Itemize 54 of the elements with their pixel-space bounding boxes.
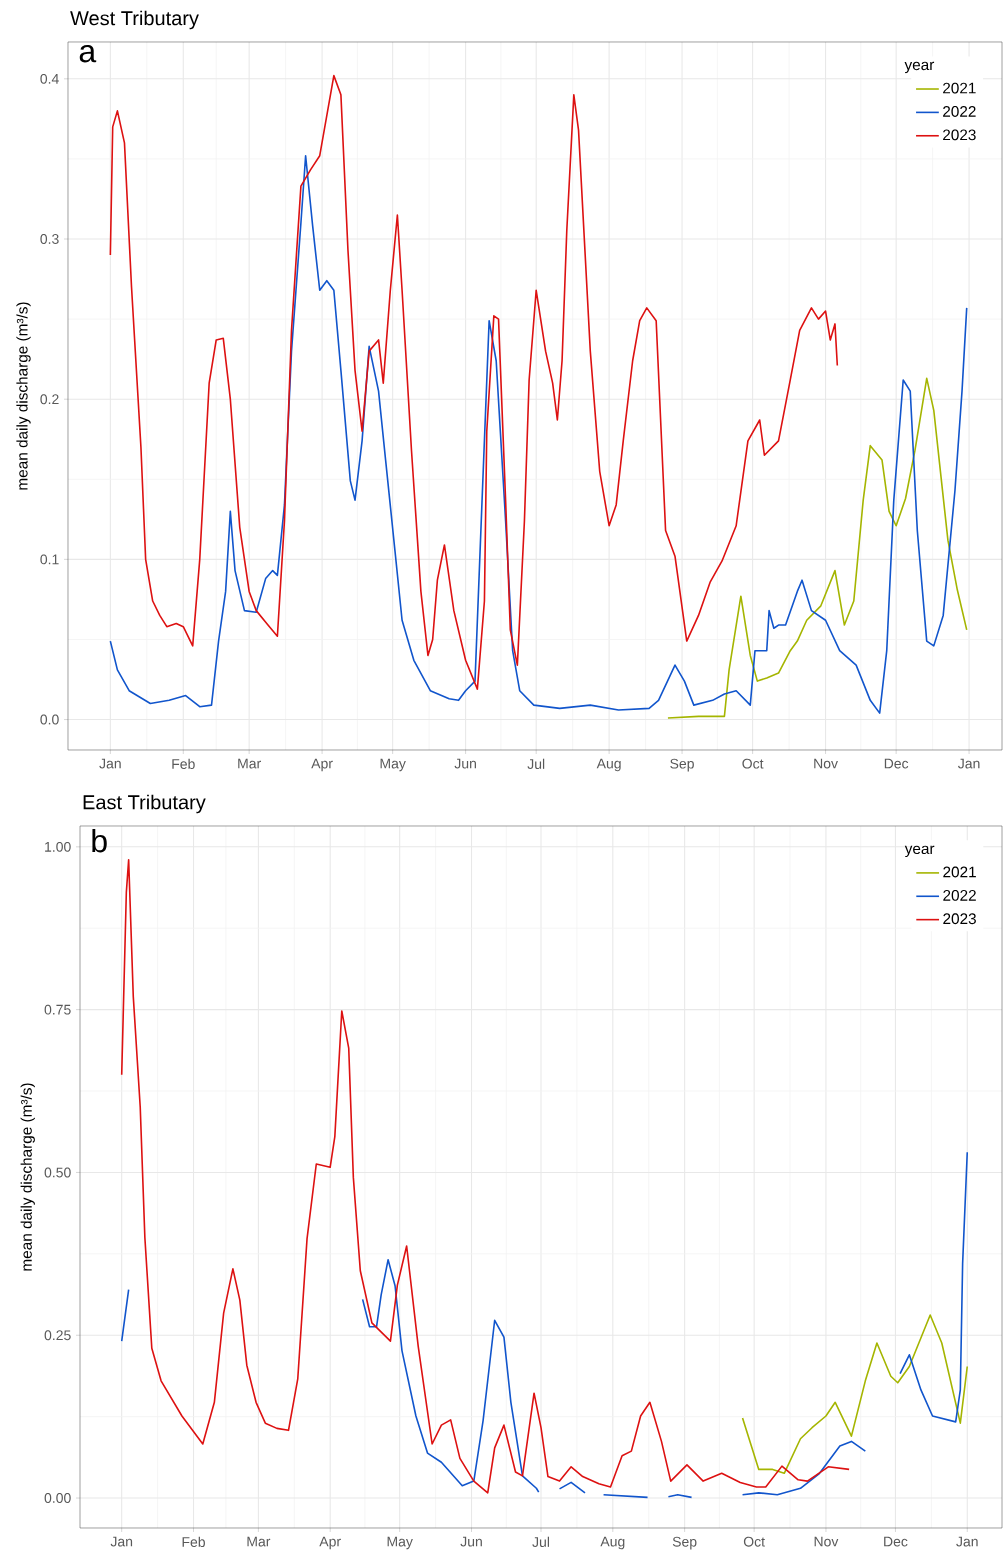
line-series: [741, 1314, 969, 1475]
annotation: a: [79, 44, 97, 63]
x-tick-label: May: [387, 1536, 413, 1550]
x-tick-label: Jul: [532, 1536, 550, 1547]
x-tick-label: Apr: [311, 758, 333, 772]
x-tick-label: Nov: [814, 758, 838, 769]
legend-title: year: [904, 61, 935, 74]
x-tick-label: Oct: [743, 1536, 765, 1547]
x-tick-label: Feb: [172, 758, 195, 769]
line-series: [120, 859, 850, 1494]
line-series: [109, 154, 968, 714]
legend-label: 2023: [943, 129, 976, 141]
x-tick-label: Jan: [99, 758, 121, 769]
y-tick-label: 0.1: [40, 554, 59, 565]
x-tick-label: Aug: [600, 1536, 625, 1550]
x-tick-label: Mar: [247, 1536, 271, 1547]
y-tick-label: 0.3: [40, 234, 59, 244]
legend-label: 2021: [943, 82, 976, 94]
x-tick-label: Apr: [319, 1536, 341, 1550]
x-tick-label: Jan: [110, 1536, 133, 1547]
y-tick-label: 0.2: [40, 394, 59, 405]
x-tick-label: Jul: [527, 758, 545, 769]
y-tick-label: 0.0: [40, 714, 59, 725]
legend-label: 2022: [943, 889, 976, 901]
x-tick-label: Sep: [670, 758, 694, 772]
legend-label: 2021: [943, 866, 976, 878]
legend-label: 2023: [943, 913, 976, 925]
x-tick-label: Nov: [814, 1536, 839, 1547]
x-tick-label: Jun: [460, 1536, 482, 1547]
x-tick-label: May: [380, 758, 406, 772]
x-tick-label: Mar: [238, 758, 261, 769]
y-tick-label: 0.50: [44, 1167, 71, 1178]
x-tick-label: Dec: [884, 1536, 908, 1547]
annotation: b: [92, 828, 107, 853]
y-tick-label: 1.00: [45, 841, 71, 852]
x-tick-label: Dec: [884, 758, 909, 769]
chart-title: East Tributary: [83, 794, 206, 814]
x-tick-label: Sep: [672, 1536, 697, 1550]
x-tick-label: Oct: [742, 758, 764, 769]
x-tick-label: Jan: [956, 1536, 978, 1547]
x-tick-label: Jan: [958, 758, 980, 769]
x-tick-label: Aug: [596, 758, 621, 772]
legend-label: 2022: [943, 106, 976, 117]
y-tick-label: 0.25: [44, 1330, 71, 1341]
x-tick-label: Jun: [454, 758, 476, 769]
chart-title: West Tributary: [70, 10, 199, 30]
line-series: [667, 377, 968, 719]
y-axis-title: mean daily discharge (m³/s): [16, 302, 31, 490]
y-tick-label: 0.75: [44, 1004, 71, 1015]
y-tick-label: 0.00: [44, 1493, 71, 1504]
x-tick-label: Feb: [182, 1536, 205, 1547]
y-tick-label: 0.4: [40, 73, 59, 84]
legend-title: year: [904, 845, 935, 858]
y-axis-title: mean daily discharge (m³/s): [20, 1083, 35, 1271]
